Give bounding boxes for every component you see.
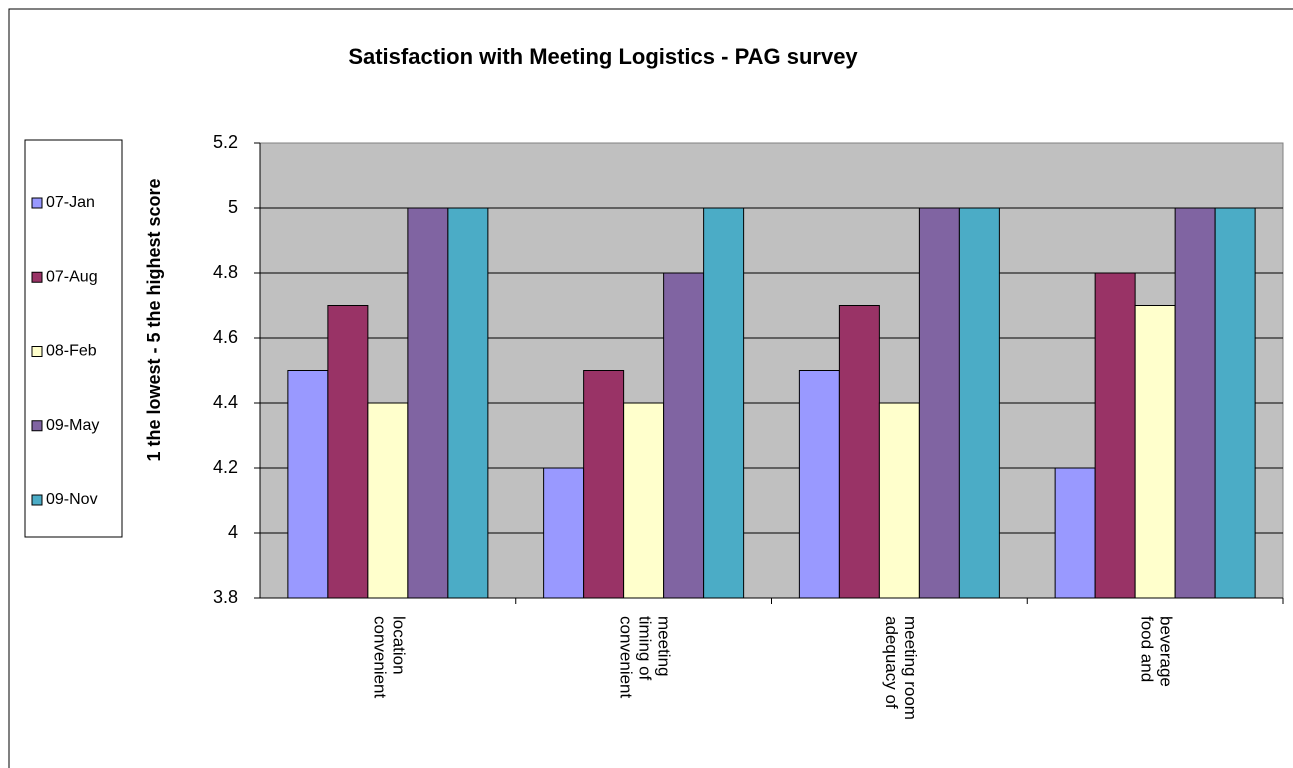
y-tick-label: 5 [228, 197, 238, 217]
legend-label: 08-Feb [46, 343, 97, 360]
bar [1214, 207, 1256, 599]
legend-swatch [31, 346, 43, 357]
bar [583, 370, 625, 599]
legend-label: 09-Nov [46, 491, 98, 508]
bar [287, 370, 329, 599]
legend-swatch [31, 420, 43, 432]
bar [838, 305, 880, 599]
y-tick-label: 4 [228, 522, 238, 542]
bar [1174, 207, 1216, 599]
bar [543, 467, 585, 599]
x-tick-label: adequacy ofmeeting room [881, 616, 919, 720]
legend-swatch [31, 197, 43, 209]
y-tick-label: 4.4 [213, 392, 238, 412]
bar [327, 305, 369, 599]
x-tick-label: food andbeverage [1137, 616, 1175, 687]
bar [447, 207, 489, 599]
bar [367, 402, 409, 599]
y-tick-label: 5.2 [213, 132, 238, 152]
bar [703, 207, 745, 599]
bar [407, 207, 449, 599]
y-tick-label: 3.8 [213, 587, 238, 607]
legend [24, 139, 123, 538]
bar [623, 402, 665, 599]
bar [1054, 467, 1096, 599]
bar [1094, 272, 1136, 599]
legend-label: 09-May [46, 417, 99, 434]
legend-swatch [31, 271, 43, 283]
bar [663, 272, 705, 599]
x-tick-label: convenienttiming ofmeeting [616, 616, 673, 699]
bar [958, 207, 1000, 599]
x-tick-label: convenientlocation [370, 616, 408, 699]
legend-label: 07-Aug [46, 268, 98, 285]
chart-title: Satisfaction with Meeting Logistics - PA… [348, 44, 858, 69]
y-tick-label: 4.6 [213, 327, 238, 347]
y-tick-label: 4.2 [213, 457, 238, 477]
bar [918, 207, 960, 599]
y-tick-label: 4.8 [213, 262, 238, 282]
bar [798, 370, 840, 599]
bar [878, 402, 920, 599]
legend-swatch [31, 494, 43, 506]
y-axis-title: 1 the lowest - 5 the highest score [144, 178, 164, 461]
bar [1134, 305, 1176, 599]
legend-label: 07-Jan [46, 194, 95, 211]
